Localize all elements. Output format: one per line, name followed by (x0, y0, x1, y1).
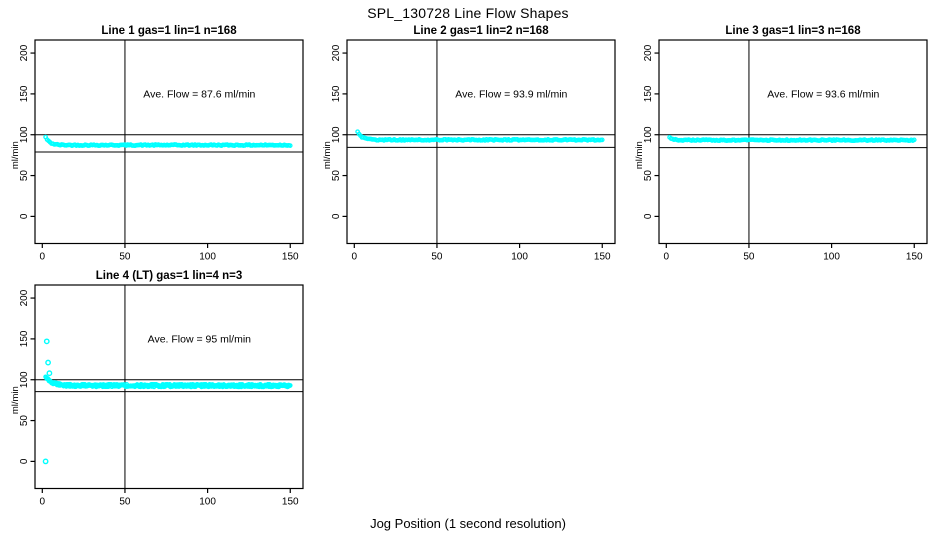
x-tick-label: 100 (511, 252, 528, 263)
data-points (43, 134, 293, 149)
y-tick-label: 150 (643, 85, 654, 102)
y-tick-label: 200 (643, 44, 654, 61)
main-title: SPL_130728 Line Flow Shapes (367, 5, 569, 21)
outlier-point (46, 370, 53, 377)
x-axis: 0 50 100 150 (40, 243, 299, 263)
y-tick-label: 100 (19, 126, 30, 143)
subplot-line-4: Line 4 (LT) gas=1 lin=4 n=3 0 50 100 150 0 50 1… (10, 270, 304, 508)
panel-title: Line 4 (LT) gas=1 lin=4 n=3 (96, 270, 242, 282)
plot-box (34, 284, 304, 490)
x-tick-label: 50 (119, 497, 131, 508)
y-tick-label: 0 (19, 213, 30, 219)
y-tick-label: 150 (19, 330, 30, 347)
y-tick-label: 150 (331, 85, 342, 102)
x-tick-label: 150 (282, 252, 299, 263)
y-tick-label: 0 (643, 213, 654, 219)
ref-lines (35, 40, 303, 244)
subplot-line-3: Line 3 gas=1 lin=3 n=168 0 50 100 150 0 50 100 1… (634, 25, 928, 263)
panel-title: Line 3 gas=1 lin=3 n=168 (725, 25, 861, 37)
x-tick-label: 150 (906, 252, 923, 263)
outlier-point (45, 359, 51, 366)
y-tick-label: 50 (331, 170, 342, 182)
data-point (911, 137, 917, 143)
y-tick-label: 50 (19, 415, 30, 427)
x-tick-label: 0 (40, 252, 46, 263)
plot-box (346, 39, 616, 245)
x-axis: 0 50 100 150 (352, 243, 611, 263)
y-tick-label: 100 (331, 126, 342, 143)
y-axis-label: ml/min (10, 386, 21, 414)
data-point (287, 383, 293, 388)
y-tick-label: 50 (643, 170, 654, 182)
x-tick-label: 50 (431, 252, 443, 263)
x-tick-label: 150 (594, 252, 611, 263)
y-tick-label: 100 (643, 126, 654, 143)
avg-flow-annotation: Ave. Flow = 93.9 ml/min (455, 88, 567, 100)
x-axis-title: Jog Position (1 second resolution) (370, 516, 566, 531)
plot-box (658, 39, 928, 245)
x-tick-label: 100 (199, 252, 216, 263)
x-tick-label: 50 (119, 252, 131, 263)
x-tick-label: 50 (743, 252, 755, 263)
data-point (599, 137, 605, 143)
panel-title: Line 2 gas=1 lin=2 n=168 (413, 25, 549, 37)
y-axis: 0 50 100 150 200 (331, 44, 347, 219)
data-points (667, 134, 917, 144)
x-axis: 0 50 100 150 (664, 243, 923, 263)
plot-box (34, 39, 304, 245)
y-tick-label: 0 (331, 213, 342, 219)
x-tick-label: 150 (282, 497, 299, 508)
y-tick-label: 0 (19, 458, 30, 464)
avg-flow-annotation: Ave. Flow = 95 ml/min (148, 333, 252, 345)
y-axis: 0 50 100 150 200 (19, 289, 35, 464)
outlier-point (43, 338, 50, 345)
subplot-line-1: Line 1 gas=1 lin=1 n=168 0 50 100 150 0 50 100 1… (10, 25, 304, 263)
x-axis: 0 50 100 150 (40, 488, 299, 508)
y-tick-label: 150 (19, 85, 30, 102)
data-points (355, 129, 605, 143)
y-axis: 0 50 100 150 200 (643, 44, 659, 219)
y-axis: 0 50 100 150 200 (19, 44, 35, 219)
data-point (287, 143, 293, 148)
x-tick-label: 0 (664, 252, 670, 263)
y-tick-label: 100 (19, 371, 30, 388)
x-tick-label: 100 (199, 497, 216, 508)
y-axis-label: ml/min (634, 141, 645, 169)
avg-flow-annotation: Ave. Flow = 87.6 ml/min (143, 88, 255, 100)
x-tick-label: 0 (40, 497, 46, 508)
subplot-line-2: Line 2 gas=1 lin=2 n=168 0 50 100 150 0 50 100 1… (322, 25, 616, 263)
data-points (42, 338, 293, 465)
outlier-point (42, 458, 49, 465)
y-tick-label: 50 (19, 170, 30, 182)
y-tick-label: 200 (19, 289, 30, 306)
y-axis-label: ml/min (10, 141, 21, 169)
x-tick-label: 100 (823, 252, 840, 263)
x-tick-label: 0 (352, 252, 358, 263)
y-tick-label: 200 (19, 44, 30, 61)
panel-title: Line 1 gas=1 lin=1 n=168 (101, 25, 237, 37)
y-axis-label: ml/min (322, 141, 333, 169)
avg-flow-annotation: Ave. Flow = 93.6 ml/min (767, 88, 879, 100)
y-tick-label: 200 (331, 44, 342, 61)
